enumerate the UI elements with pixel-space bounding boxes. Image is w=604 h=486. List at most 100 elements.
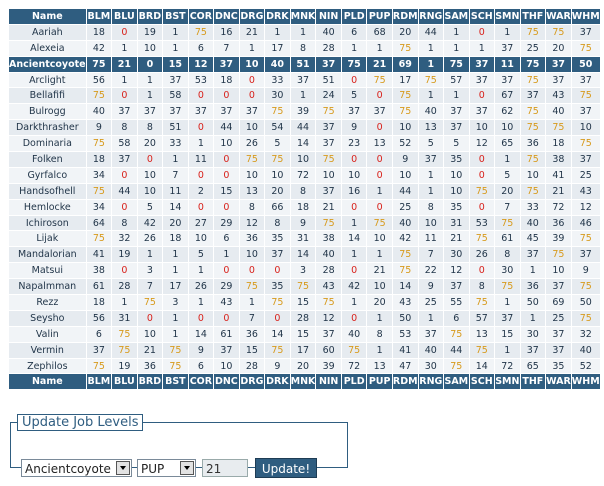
- job-level: 42: [137, 215, 163, 231]
- job-level: 35: [265, 279, 290, 295]
- job-table: Name BLM BLU BRD BST COR DNC DRG DRK MNK NIN PLD PUP…: [8, 8, 601, 390]
- job-level: 37: [546, 326, 571, 342]
- job-level: 10: [137, 167, 163, 183]
- job-select[interactable]: PUP: [137, 459, 196, 477]
- job-level: 69: [546, 295, 571, 310]
- job-level: 75: [495, 279, 520, 295]
- job-level: 17: [265, 40, 290, 56]
- job-level: 43: [316, 279, 341, 295]
- job-level: 3: [137, 263, 163, 279]
- job-level: 69: [392, 56, 418, 72]
- job-level: 21: [316, 199, 341, 215]
- dropdown-arrow[interactable]: [180, 461, 194, 475]
- job-level: 64: [86, 215, 112, 231]
- player-name: Folken: [9, 152, 86, 167]
- player-row: Seysho 56 31 0 1 0 0 7 0 28 12 0 1 50 1 6 57 37 1 25 75: [9, 310, 600, 326]
- job-level: 7: [495, 199, 520, 215]
- job-level: 0: [341, 310, 367, 326]
- job-level: 1: [188, 136, 214, 152]
- job-level: 25: [546, 310, 571, 326]
- job-level: 28: [112, 279, 137, 295]
- job-level: 37: [265, 247, 290, 263]
- column-header: WHM: [571, 9, 600, 24]
- job-level: 41: [86, 247, 112, 263]
- job-level: 37: [495, 72, 520, 88]
- column-header: SAM: [444, 374, 469, 390]
- job-level: 0: [112, 24, 137, 40]
- job-level: 75: [86, 88, 112, 104]
- level-input[interactable]: 21: [202, 459, 248, 477]
- job-level: 50: [571, 295, 600, 310]
- job-level: 1: [444, 24, 469, 40]
- job-level: 37: [546, 342, 571, 358]
- job-level: 33: [520, 199, 546, 215]
- job-level: 0: [214, 152, 239, 167]
- job-level: 15: [290, 326, 316, 342]
- column-header: RDM: [392, 374, 418, 390]
- job-level: 20: [367, 295, 392, 310]
- job-level: 60: [316, 342, 341, 358]
- job-level: 35: [546, 358, 571, 374]
- job-level: 40: [341, 326, 367, 342]
- job-level: 75: [392, 104, 418, 120]
- job-level: 10: [546, 263, 571, 279]
- job-level: 3: [290, 263, 316, 279]
- job-level: 51: [163, 120, 188, 136]
- job-level: 61: [86, 279, 112, 295]
- job-level: 0: [469, 263, 495, 279]
- job-level: 40: [546, 104, 571, 120]
- column-header: NIN: [316, 9, 341, 24]
- job-level: 12: [188, 56, 214, 72]
- job-level: 75: [265, 152, 290, 167]
- job-level: 50: [571, 56, 600, 72]
- job-level: 37: [571, 104, 600, 120]
- player-row: Zephilos 75 19 36 75 6 10 28 9 20 39 72 13 47 30 75 14 72…: [9, 358, 600, 374]
- job-level: 8: [469, 279, 495, 295]
- job-level: 0: [469, 152, 495, 167]
- job-level: 44: [392, 183, 418, 199]
- job-level: 9: [188, 342, 214, 358]
- update-button[interactable]: Update!: [255, 458, 317, 478]
- job-level: 37: [418, 326, 444, 342]
- job-level: 37: [444, 104, 469, 120]
- job-level: 65: [495, 136, 520, 152]
- job-level: 0: [214, 88, 239, 104]
- dropdown-arrow[interactable]: [116, 461, 130, 475]
- player-row: Napalmman 61 28 7 17 26 29 75 35 75 43 42 10 14 9 37 8 75…: [9, 279, 600, 295]
- job-level: 5: [137, 199, 163, 215]
- job-level: 0: [367, 199, 392, 215]
- job-level: 23: [341, 136, 367, 152]
- job-level: 29: [214, 279, 239, 295]
- job-level: 1: [188, 263, 214, 279]
- job-level: 37: [495, 310, 520, 326]
- job-level: 17: [163, 279, 188, 295]
- job-level: 37: [316, 56, 341, 72]
- job-level: 1: [214, 247, 239, 263]
- column-header: Name: [9, 374, 86, 390]
- job-level: 29: [214, 215, 239, 231]
- job-level: 37: [469, 104, 495, 120]
- job-level: 57: [469, 310, 495, 326]
- job-level: 44: [214, 120, 239, 136]
- column-header: SCH: [469, 374, 495, 390]
- job-level: 37: [444, 120, 469, 136]
- job-level: 18: [86, 152, 112, 167]
- job-level: 43: [392, 295, 418, 310]
- player-name: Mandalorian: [9, 247, 86, 263]
- name-select[interactable]: Ancientcoyote: [21, 459, 132, 477]
- job-level: 27: [188, 215, 214, 231]
- job-level: 18: [163, 231, 188, 247]
- job-level: 1: [495, 342, 520, 358]
- job-level: 19: [112, 358, 137, 374]
- column-header: PUP: [367, 374, 392, 390]
- job-level: 37: [214, 104, 239, 120]
- job-level: 0: [265, 263, 290, 279]
- job-level: 8: [112, 120, 137, 136]
- job-level: 11: [418, 231, 444, 247]
- job-level: 40: [571, 342, 600, 358]
- job-level: 36: [520, 279, 546, 295]
- column-header: Name: [9, 9, 86, 24]
- column-header: BLU: [112, 9, 137, 24]
- job-level: 5: [495, 167, 520, 183]
- job-level: 40: [86, 104, 112, 120]
